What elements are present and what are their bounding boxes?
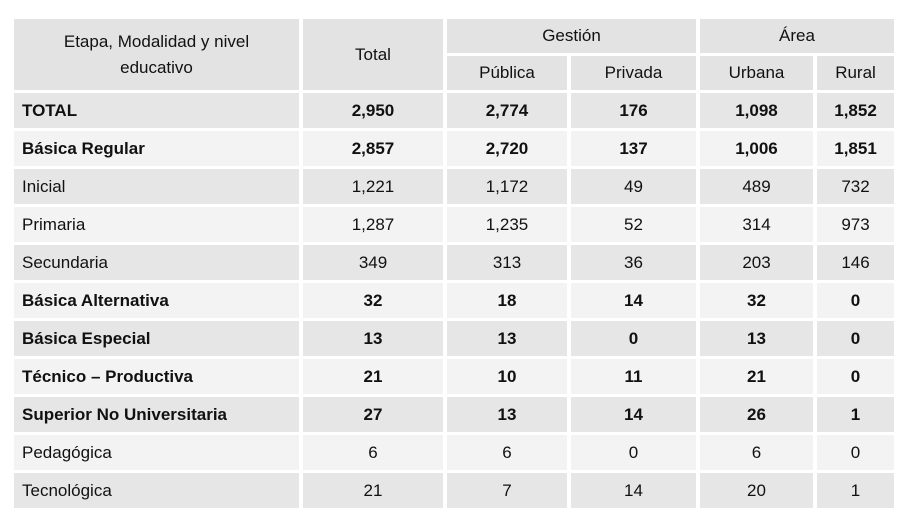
header-cell: Urbana [700,56,813,90]
cell: 14 [571,473,696,508]
cell: 203 [700,245,813,280]
cell: 13 [700,321,813,356]
row-label: TOTAL [14,93,299,128]
cell: 1 [817,473,895,508]
row-label: Básica Regular [14,131,299,166]
row-label: Básica Alternativa [14,283,299,318]
cell: 1,235 [447,207,567,242]
row-label: Pedagógica [14,435,299,470]
cell: 11 [571,359,696,394]
table-row: Secundaria 349 313 36 203 146 [14,245,895,280]
row-label: Superior No Universitaria [14,397,299,432]
cell: 32 [700,283,813,318]
cell: 0 [817,321,895,356]
table-row: Primaria 1,287 1,235 52 314 973 [14,207,895,242]
cell: 6 [303,435,443,470]
table-row: Básica Regular 2,857 2,720 137 1,006 1,851 [14,131,895,166]
cell: 14 [571,283,696,318]
table-header: Etapa, Modalidad y nivel educativo Total… [14,19,895,90]
cell: 176 [571,93,696,128]
cell: 1,852 [817,93,895,128]
cell: 13 [447,397,567,432]
cell: 1,287 [303,207,443,242]
cell: 21 [303,473,443,508]
cell: 0 [571,435,696,470]
cell: 0 [571,321,696,356]
cell: 349 [303,245,443,280]
cell: 1,098 [700,93,813,128]
cell: 18 [447,283,567,318]
cell: 10 [447,359,567,394]
cell: 0 [817,283,895,318]
table-row: Básica Alternativa 32 18 14 32 0 [14,283,895,318]
header-cell: Rural [817,56,895,90]
cell: 14 [571,397,696,432]
row-label: Inicial [14,169,299,204]
cell: 146 [817,245,895,280]
header-row: Pública Privada Urbana Rural [14,56,895,90]
cell: 2,720 [447,131,567,166]
table-row: Técnico – Productiva 21 10 11 21 0 [14,359,895,394]
cell: 137 [571,131,696,166]
cell: 2,950 [303,93,443,128]
table-wrap: Etapa, Modalidad y nivel educativo Total… [10,16,895,511]
row-label: Básica Especial [14,321,299,356]
cell: 1,006 [700,131,813,166]
cell: 489 [700,169,813,204]
cell: 52 [571,207,696,242]
table-row: Inicial 1,221 1,172 49 489 732 [14,169,895,204]
row-label: Primaria [14,207,299,242]
cell: 26 [700,397,813,432]
row-label: Técnico – Productiva [14,359,299,394]
table: Etapa, Modalidad y nivel educativo Total… [10,16,898,511]
cell: 314 [700,207,813,242]
cell: 20 [700,473,813,508]
header-cell: Área [700,19,895,53]
table-row: Pedagógica 6 6 0 6 0 [14,435,895,470]
cell: 7 [447,473,567,508]
cell: 21 [700,359,813,394]
cell: 2,774 [447,93,567,128]
cell: 1 [817,397,895,432]
cell: 13 [447,321,567,356]
header-row: Etapa, Modalidad y nivel educativo Total… [14,19,895,90]
cell: 32 [303,283,443,318]
header-cell: Pública [447,56,567,90]
table-row: Tecnológica 21 7 14 20 1 [14,473,895,508]
cell: 27 [303,397,443,432]
cell: 313 [447,245,567,280]
cell: 732 [817,169,895,204]
header-cell: Total [303,19,443,90]
cell: 21 [303,359,443,394]
cell: 13 [303,321,443,356]
cell: 2,857 [303,131,443,166]
cell: 6 [447,435,567,470]
cell: 49 [571,169,696,204]
cell: 1,172 [447,169,567,204]
cell: 6 [700,435,813,470]
cell: 0 [817,359,895,394]
row-label: Tecnológica [14,473,299,508]
cell: 36 [571,245,696,280]
header-cell: Gestión [447,19,696,53]
header-cell: Etapa, Modalidad y nivel educativo [14,19,299,90]
row-label: Secundaria [14,245,299,280]
header-cell: Privada [571,56,696,90]
table-row: TOTAL 2,950 2,774 176 1,098 1,852 [14,93,895,128]
table-row: Superior No Universitaria 27 13 14 26 1 [14,397,895,432]
cell: 0 [817,435,895,470]
table-body: TOTAL 2,950 2,774 176 1,098 1,852 Básica Regul… [14,93,895,508]
cell: 973 [817,207,895,242]
table-row: Básica Especial 13 13 0 13 0 [14,321,895,356]
cell: 1,221 [303,169,443,204]
cell: 1,851 [817,131,895,166]
